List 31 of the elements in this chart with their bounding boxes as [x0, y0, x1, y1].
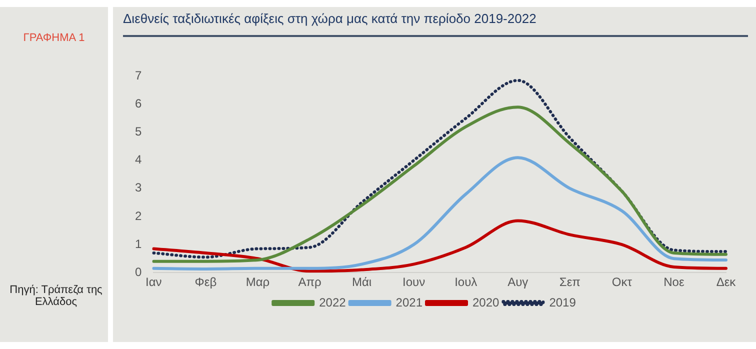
y-tick-label: 1: [134, 236, 142, 251]
y-tick-label: 2: [134, 208, 142, 223]
x-tick-label: Δεκ: [716, 275, 737, 290]
y-tick-label: 0: [134, 264, 142, 279]
chart-title: Διεθνείς ταξιδιωτικές αφίξεις στη χώρα μας κατά την περίοδο 2019-2022: [123, 11, 536, 26]
x-tick-label: Φεβ: [194, 275, 217, 290]
x-tick-label: Μαρ: [246, 275, 270, 290]
line-series: [152, 106, 728, 263]
x-tick-label: Ιουλ: [454, 275, 478, 290]
text: ΓΡΑΦΗΜΑ 1: [22, 32, 86, 44]
y-tick-label: 7: [134, 68, 142, 83]
legend-label: 2021: [396, 295, 423, 310]
line-series: [152, 156, 728, 270]
x-tick-label: Οκτ: [612, 275, 632, 290]
y-tick-label: 5: [134, 124, 142, 139]
y-tick-label: 3: [134, 180, 142, 195]
y-tick-label: 6: [134, 96, 142, 111]
x-tick-label: Σεπ: [559, 275, 580, 290]
y-tick-label: 4: [134, 152, 142, 167]
x-tick-label: Αυγ: [508, 275, 528, 290]
legend-label: 2020: [472, 295, 500, 310]
x-tick-label: Νοε: [664, 275, 685, 290]
legend-label: 2019: [549, 295, 576, 310]
legend-label: 2022: [319, 295, 346, 310]
x-tick-label: Μάι: [352, 275, 372, 290]
x-tick-label: Ιουν: [402, 275, 426, 290]
x-tick-label: Απρ: [298, 275, 322, 290]
x-tick-label: Ιαν: [146, 275, 162, 290]
line-series: [152, 78, 728, 259]
line-series: [152, 219, 728, 273]
text: Πηγή: Τράπεζα της Ελλάδος: [8, 284, 104, 308]
